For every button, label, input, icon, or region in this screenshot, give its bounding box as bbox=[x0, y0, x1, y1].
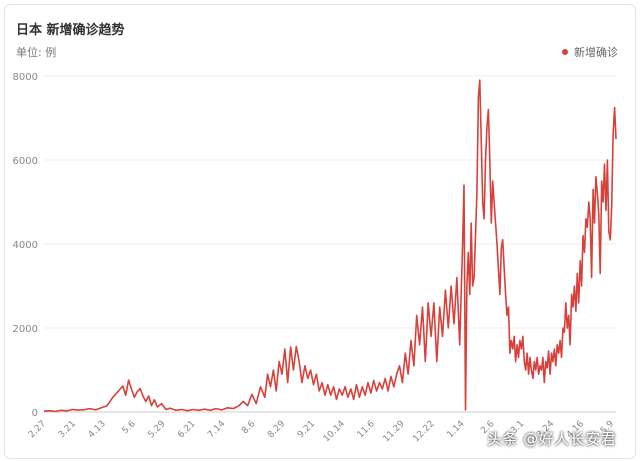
series-line bbox=[43, 79, 617, 413]
x-tick-label: 3.21 bbox=[57, 419, 78, 440]
x-tick-label: 8.6 bbox=[240, 419, 257, 436]
chart-title: 日本 新增确诊趋势 bbox=[16, 23, 125, 38]
x-tick-label: 6.21 bbox=[176, 419, 197, 440]
x-tick-label: 11.29 bbox=[382, 419, 407, 444]
x-tick-label: 8.29 bbox=[266, 419, 287, 440]
legend-label: 新增确诊 bbox=[574, 46, 618, 59]
unit-label: 单位: 例 bbox=[16, 46, 57, 59]
legend[interactable]: 新增确诊 bbox=[562, 44, 618, 60]
x-tick-label: 9.21 bbox=[296, 419, 317, 440]
watermark: 头条 @好人长安君 bbox=[487, 430, 617, 448]
x-tick-label: 2.27 bbox=[27, 419, 48, 440]
y-tick-label: 6000 bbox=[13, 156, 38, 167]
y-tick-label: 4000 bbox=[13, 240, 38, 251]
x-tick-label: 11.6 bbox=[356, 419, 377, 440]
y-tick-label: 2000 bbox=[13, 324, 38, 335]
x-tick-label: 5.29 bbox=[146, 419, 167, 440]
y-tick-label: 0 bbox=[32, 408, 38, 419]
x-tick-label: 12.22 bbox=[411, 419, 436, 444]
x-tick-label: 10.14 bbox=[322, 419, 347, 444]
x-tick-label: 1.14 bbox=[445, 419, 466, 440]
legend-marker bbox=[562, 49, 568, 55]
y-tick-label: 8000 bbox=[13, 72, 38, 83]
x-tick-label: 4.13 bbox=[87, 419, 108, 440]
chart-card bbox=[4, 4, 636, 459]
x-tick-label: 7.14 bbox=[206, 419, 227, 440]
x-tick-label: 5.6 bbox=[121, 419, 138, 436]
